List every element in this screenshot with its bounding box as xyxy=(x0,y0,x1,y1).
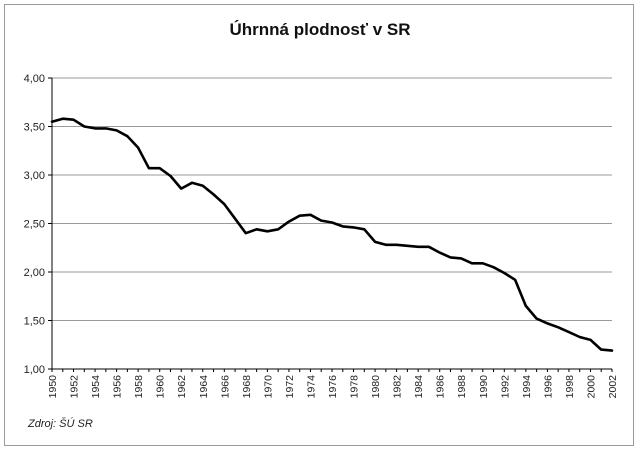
chart-title: Úhrnná plodnosť v SR xyxy=(229,20,411,39)
x-tick-label: 1956 xyxy=(112,375,124,399)
x-tick-label: 1992 xyxy=(499,375,511,399)
x-tick-label: 1968 xyxy=(241,375,253,399)
x-tick-label: 1952 xyxy=(69,375,81,399)
x-tick-label: 1970 xyxy=(262,375,274,399)
x-tick-label: 2002 xyxy=(607,375,619,399)
y-tick-label: 2,00 xyxy=(24,267,45,279)
x-tick-label: 1962 xyxy=(176,375,188,399)
x-tick-label: 1954 xyxy=(90,375,102,399)
x-tick-label: 1972 xyxy=(284,375,296,399)
x-tick-label: 1974 xyxy=(305,375,317,399)
x-tick-label: 1950 xyxy=(47,375,59,399)
source-note: Zdroj: ŠÚ SR xyxy=(28,418,93,430)
y-tick-label: 3,00 xyxy=(24,170,45,182)
x-tick-label: 1976 xyxy=(327,375,339,399)
y-tick-label: 2,50 xyxy=(24,219,45,231)
y-tick-label: 3,50 xyxy=(24,122,45,134)
y-tick-label: 1,50 xyxy=(24,316,45,328)
x-tick-label: 1960 xyxy=(155,375,167,399)
y-tick-label: 4,00 xyxy=(24,73,45,85)
x-tick-label: 1964 xyxy=(198,375,210,399)
x-tick-label: 1990 xyxy=(478,375,490,399)
x-tick-label: 1996 xyxy=(542,375,554,399)
x-tick-label: 1978 xyxy=(349,375,361,399)
x-tick-label: 1980 xyxy=(370,375,382,399)
x-tick-label: 1988 xyxy=(456,375,468,399)
x-tick-label: 1994 xyxy=(521,375,533,399)
y-tick-label: 1,00 xyxy=(24,364,45,376)
x-tick-label: 2000 xyxy=(585,375,597,399)
x-tick-label: 1982 xyxy=(392,375,404,399)
x-tick-label: 1998 xyxy=(564,375,576,399)
x-tick-label: 1984 xyxy=(413,375,425,399)
x-tick-label: 1986 xyxy=(435,375,447,399)
x-tick-label: 1958 xyxy=(133,375,145,399)
x-tick-label: 1966 xyxy=(219,375,231,399)
series-line xyxy=(50,117,614,352)
